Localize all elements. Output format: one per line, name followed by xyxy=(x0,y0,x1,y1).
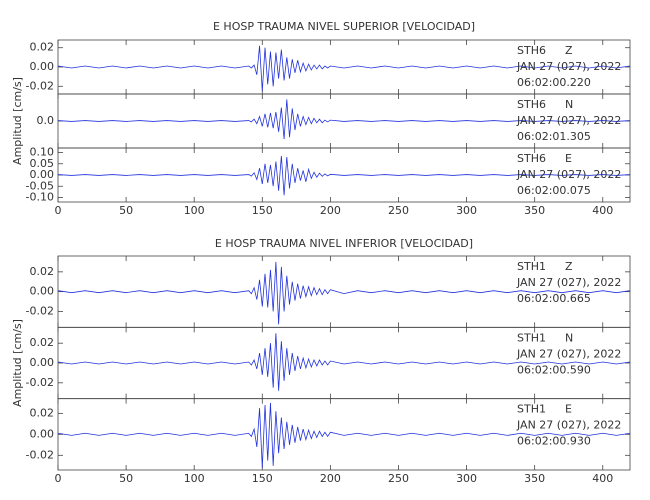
record-date: JAN 27 (027), 2022 xyxy=(516,114,621,127)
component: N xyxy=(565,331,573,344)
x-tick-label: 300 xyxy=(456,204,477,217)
record-time: 06:02:00.930 xyxy=(517,435,591,448)
y-tick-label: -0.02 xyxy=(26,79,54,92)
y-tick-label: 0.00 xyxy=(30,356,55,369)
waveform xyxy=(57,402,631,468)
x-tick-label: 0 xyxy=(55,472,62,485)
station-name: STH6 xyxy=(517,44,546,57)
x-tick-label: 350 xyxy=(524,204,545,217)
record-date: JAN 27 (027), 2022 xyxy=(516,60,621,73)
y-tick-label: 0.05 xyxy=(30,157,55,170)
record-date: JAN 27 (027), 2022 xyxy=(516,276,621,289)
y-tick-label: 0.00 xyxy=(30,427,55,440)
x-tick-label: 150 xyxy=(252,204,273,217)
y-tick-label: 0.0 xyxy=(37,114,55,127)
chart-title: E HOSP TRAUMA NIVEL INFERIOR [VELOCIDAD] xyxy=(215,237,473,250)
waveform xyxy=(57,333,631,391)
waveform xyxy=(57,261,631,325)
y-tick-label: -0.02 xyxy=(26,376,54,389)
component: N xyxy=(565,98,573,111)
y-tick-label: 0.02 xyxy=(30,336,55,349)
record-time: 06:02:01.305 xyxy=(517,130,591,143)
record-time: 06:02:00.590 xyxy=(517,363,591,376)
station-name: STH1 xyxy=(517,403,546,416)
y-axis-label: Amplitud [cm/s] xyxy=(11,319,24,407)
x-tick-label: 250 xyxy=(388,472,409,485)
chart-title: E HOSP TRAUMA NIVEL SUPERIOR [VELOCIDAD] xyxy=(213,20,475,33)
record-date: JAN 27 (027), 2022 xyxy=(516,347,621,360)
x-tick-label: 150 xyxy=(252,472,273,485)
waveform xyxy=(57,99,631,140)
record-time: 06:02:00.075 xyxy=(517,184,591,197)
y-tick-label: -0.02 xyxy=(26,448,54,461)
y-tick-label: 0.02 xyxy=(30,265,55,278)
record-time: 06:02:00.665 xyxy=(517,292,591,305)
station-name: STH6 xyxy=(517,98,546,111)
x-tick-label: 200 xyxy=(320,204,341,217)
waveform xyxy=(57,155,631,196)
y-tick-label: 0.02 xyxy=(30,41,55,54)
waveform xyxy=(57,45,631,92)
component: Z xyxy=(565,44,573,57)
component: E xyxy=(565,403,572,416)
x-tick-label: 50 xyxy=(119,204,133,217)
station-name: STH6 xyxy=(517,152,546,165)
y-tick-label: 0.00 xyxy=(30,60,55,73)
component: Z xyxy=(565,260,573,273)
x-tick-label: 350 xyxy=(524,472,545,485)
y-tick-label: 0.02 xyxy=(30,406,55,419)
x-tick-label: 100 xyxy=(184,204,205,217)
x-tick-label: 300 xyxy=(456,472,477,485)
y-tick-label: -0.10 xyxy=(26,191,54,204)
x-tick-label: 100 xyxy=(184,472,205,485)
record-time: 06:02:00.220 xyxy=(517,76,591,89)
y-tick-label: 0.10 xyxy=(30,146,55,159)
y-axis-label: Amplitud [cm/s] xyxy=(11,77,24,165)
x-tick-label: 250 xyxy=(388,204,409,217)
x-tick-label: 400 xyxy=(592,204,613,217)
x-tick-label: 400 xyxy=(592,472,613,485)
station-name: STH1 xyxy=(517,331,546,344)
y-tick-label: -0.02 xyxy=(26,304,54,317)
x-tick-label: 0 xyxy=(55,204,62,217)
y-tick-label: -0.05 xyxy=(26,179,54,192)
record-date: JAN 27 (027), 2022 xyxy=(516,419,621,432)
component: E xyxy=(565,152,572,165)
y-tick-label: 0.00 xyxy=(30,168,55,181)
record-date: JAN 27 (027), 2022 xyxy=(516,168,621,181)
x-tick-label: 200 xyxy=(320,472,341,485)
y-tick-label: 0.00 xyxy=(30,285,55,298)
station-name: STH1 xyxy=(517,260,546,273)
x-tick-label: 50 xyxy=(119,472,133,485)
